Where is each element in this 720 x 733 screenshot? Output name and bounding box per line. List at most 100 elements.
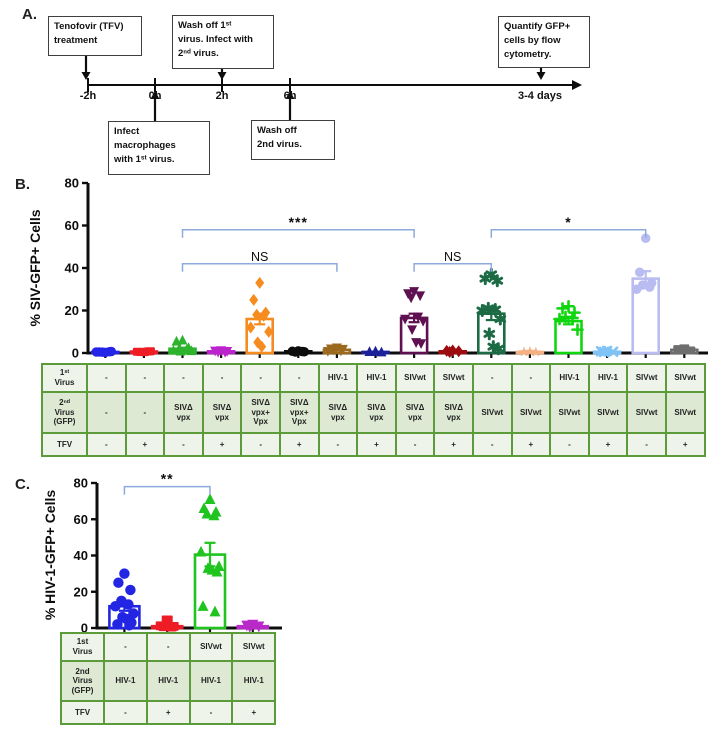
- table-cell: -: [124, 391, 166, 434]
- y-tick-label: 0: [72, 346, 79, 361]
- triangle-up-marker: [177, 334, 188, 345]
- table-cell: -: [240, 432, 281, 457]
- sig-bracket: [181, 263, 338, 272]
- triangle-up-marker: [186, 345, 197, 356]
- triangle-up-marker: [364, 346, 375, 356]
- timeline-tick-label: 2h: [215, 90, 229, 102]
- table-cell: +: [124, 432, 166, 457]
- y-axis-label: % HIV-1-GFP+ Cells: [42, 490, 58, 621]
- star-marker: [530, 346, 542, 357]
- y-tick-label: 20: [65, 303, 79, 318]
- triangle-down-marker: [244, 622, 256, 633]
- timeline-box-tfv-treatment: Tenofovir (TFV) treatment: [48, 16, 142, 56]
- circle-marker: [112, 619, 123, 630]
- sig-bracket: [123, 485, 211, 495]
- table-row: 1st Virus - - SIVwt SIVwt: [60, 632, 277, 662]
- table-cell: -: [103, 632, 148, 662]
- arrowhead: [217, 72, 227, 80]
- table-cell: +: [201, 432, 243, 457]
- square-marker: [673, 345, 684, 354]
- table-cell: HIV-1: [231, 660, 277, 702]
- table-cell: +: [433, 432, 474, 457]
- table-cell: SIVΔ vpx: [356, 391, 397, 434]
- table-cell: SIVΔ vpx+ Vpx: [240, 391, 281, 434]
- timeline-box-infect-macrophages: Infect macrophages with 1ˢᵗ virus.: [108, 121, 210, 175]
- star-marker: [524, 346, 536, 356]
- circle-marker: [91, 347, 102, 357]
- square-marker: [165, 622, 177, 632]
- table-cell: HIV-1: [103, 660, 148, 702]
- plus-marker: [568, 306, 581, 319]
- triangle-down-marker: [407, 325, 418, 336]
- chart-siv-gfp: 0 20 40 60 80 % SIV-GFP+ Cells *** NS NS *: [27, 176, 708, 361]
- triangle-up-marker: [201, 507, 213, 519]
- triangle-up-marker: [211, 565, 223, 577]
- table-cell: SIVΔ vpx+ Vpx: [278, 391, 320, 434]
- timeline-box-wash-first-virus: Wash off 1ˢᵗ virus. Infect with 2ⁿᵈ viru…: [172, 15, 274, 69]
- diamond-marker: [255, 276, 265, 289]
- snowflake-marker: [483, 276, 488, 281]
- circle-marker: [110, 601, 121, 612]
- table-row: TFV - + - + - + - + - + - + - + - +: [41, 432, 706, 457]
- triangle-down-marker: [322, 347, 333, 357]
- sig-bracket: [490, 229, 647, 238]
- table-cell: SIVwt: [471, 391, 513, 434]
- plus-marker: [553, 312, 566, 326]
- arrowhead: [150, 91, 160, 99]
- table-cell: SIVwt: [433, 363, 474, 393]
- diamond-marker: [252, 308, 262, 321]
- condition-table: 1ˢᵗ Virus - - - - - - HIV-1 HIV-1 SIVwt SIVwt - - HIV…: [41, 363, 706, 457]
- triangle-down-marker: [416, 339, 427, 349]
- triangle-down-marker: [415, 291, 426, 302]
- table-cell: -: [510, 363, 552, 393]
- chart-hiv-gfp: 0 20 40 60 80 % HIV-1-GFP+ Cells **: [42, 471, 282, 636]
- table-cell: -: [626, 432, 667, 457]
- table-cell: HIV-1: [188, 660, 234, 702]
- triangle-up-marker: [175, 345, 186, 356]
- snowflake-marker: [480, 308, 485, 313]
- table-cell: -: [471, 363, 513, 393]
- sig-label: *: [565, 214, 571, 230]
- table-cell: SIVwt: [626, 391, 667, 434]
- table-cell: -: [145, 632, 191, 662]
- square-marker: [142, 347, 153, 356]
- table-cell: SIVΔ vpx: [317, 391, 359, 434]
- table-row: TFV - + - +: [60, 700, 277, 725]
- timeline-tick-label: -2h: [79, 90, 97, 102]
- diamond-marker: [249, 293, 259, 306]
- y-tick-label: 0: [81, 621, 88, 636]
- triangle-down-marker: [418, 316, 429, 327]
- arrowhead: [285, 91, 295, 99]
- sig-label: NS: [251, 250, 268, 264]
- diamond-marker: [259, 309, 269, 322]
- sig-bracket: [413, 263, 493, 272]
- table-cell: +: [510, 432, 552, 457]
- table-cell: SIVwt: [231, 632, 277, 662]
- row-label: 1ˢᵗ Virus: [41, 363, 88, 393]
- table-cell: +: [587, 432, 629, 457]
- snowflake-marker: [487, 331, 492, 336]
- diamond-marker: [246, 321, 256, 334]
- table-cell: SIVwt: [549, 391, 590, 434]
- table-cell: -: [86, 432, 127, 457]
- triangle-up-marker: [197, 600, 209, 611]
- triangle-down-marker: [335, 346, 346, 357]
- snowflake-marker: [498, 317, 503, 321]
- arrowhead: [536, 72, 546, 80]
- triangle-down-marker: [213, 347, 224, 358]
- row-label: 1st Virus: [60, 632, 105, 662]
- circle-marker: [644, 282, 655, 292]
- row-label: 2nd Virus (GFP): [60, 660, 105, 702]
- y-axis-label: % SIV-GFP+ Cells: [27, 209, 43, 326]
- circle-marker: [113, 577, 124, 588]
- plus-marker: [566, 311, 579, 325]
- sig-label: NS: [444, 250, 461, 264]
- y-tick-label: 80: [65, 176, 79, 191]
- triangle-down-marker: [400, 314, 411, 325]
- table-cell: -: [103, 700, 148, 725]
- plus-marker: [571, 323, 584, 336]
- square-marker: [685, 346, 696, 355]
- table-cell: HIV-1: [549, 363, 590, 393]
- triangle-down-marker: [406, 293, 417, 304]
- triangle-down-marker: [413, 312, 424, 323]
